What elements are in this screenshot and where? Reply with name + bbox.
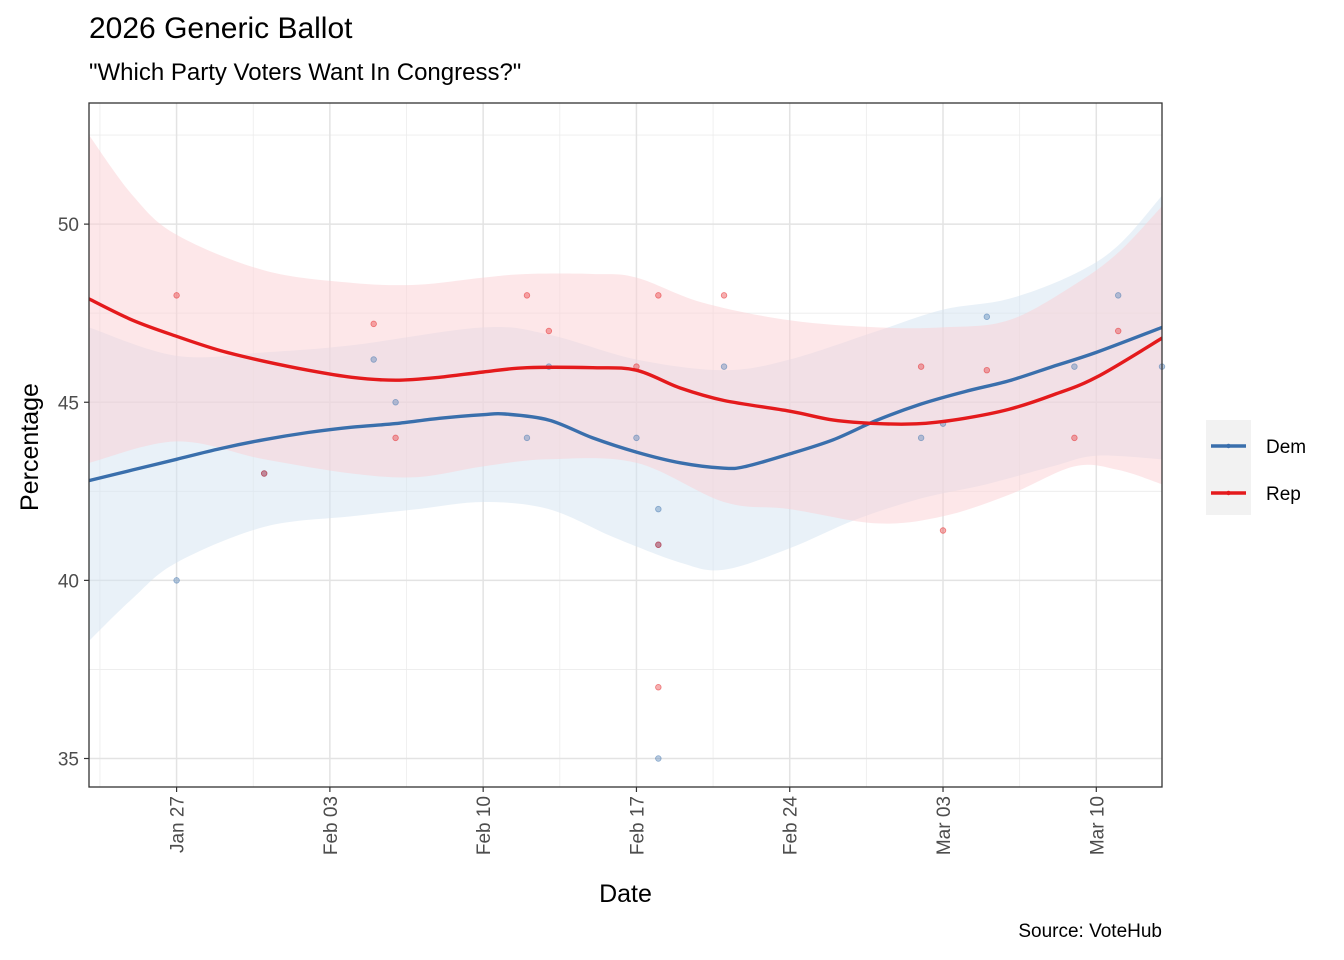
- x-tick-label: Mar 10: [1087, 796, 1108, 855]
- data-point-rep: [939, 527, 947, 534]
- data-point-rep: [720, 292, 728, 299]
- chart-subtitle: "Which Party Voters Want In Congress?": [89, 59, 522, 86]
- y-tick-label: 45: [58, 393, 79, 414]
- data-point-dem: [917, 434, 925, 442]
- y-tick-label: 50: [58, 215, 79, 236]
- data-point-rep: [1071, 434, 1078, 442]
- data-point-rep: [655, 292, 662, 299]
- data-point-dem: [720, 363, 728, 370]
- x-tick-label: Feb 17: [627, 796, 648, 855]
- data-point-dem: [370, 356, 377, 363]
- x-tick-label: Feb 03: [321, 796, 342, 855]
- legend-point-rep: [1226, 490, 1231, 496]
- x-tick-label: Mar 03: [934, 796, 955, 855]
- legend-label-dem: Dem: [1266, 437, 1306, 458]
- data-point-dem: [523, 434, 531, 442]
- data-point-rep: [545, 327, 553, 335]
- trend-line-dem: [89, 325, 1162, 483]
- data-point-rep: [655, 541, 662, 548]
- trend-line-rep: [89, 297, 1162, 426]
- chart-caption: Source: VoteHub: [1018, 921, 1162, 942]
- data-point-dem: [983, 313, 991, 320]
- data-point-rep: [917, 363, 925, 370]
- y-tick-label: 40: [58, 571, 79, 592]
- data-point-dem: [173, 577, 180, 584]
- data-point-rep: [655, 684, 662, 691]
- data-point-dem: [655, 755, 662, 762]
- data-point-dem: [392, 399, 399, 406]
- data-point-rep: [1115, 327, 1122, 335]
- y-axis-title: Percentage: [16, 383, 44, 511]
- x-tick-label: Feb 24: [781, 796, 802, 856]
- x-tick-label: Jan 27: [168, 796, 189, 853]
- y-tick-label: 35: [58, 750, 79, 771]
- x-axis-title: Date: [599, 880, 652, 908]
- data-point-dem: [655, 505, 662, 513]
- plot-border: [88, 102, 1163, 788]
- data-point-dem: [633, 434, 640, 442]
- data-point-rep: [392, 434, 399, 442]
- chart-title: 2026 Generic Ballot: [89, 12, 353, 45]
- data-point-rep: [523, 292, 531, 299]
- data-point-dem: [1115, 292, 1122, 299]
- data-point-dem: [1071, 363, 1078, 370]
- data-point-rep: [260, 470, 268, 477]
- data-point-rep: [983, 366, 991, 374]
- legend-point-dem: [1226, 443, 1231, 449]
- data-point-rep: [173, 292, 180, 299]
- legend-label-rep: Rep: [1266, 484, 1301, 505]
- x-tick-label: Feb 10: [474, 796, 495, 855]
- data-point-rep: [370, 320, 377, 328]
